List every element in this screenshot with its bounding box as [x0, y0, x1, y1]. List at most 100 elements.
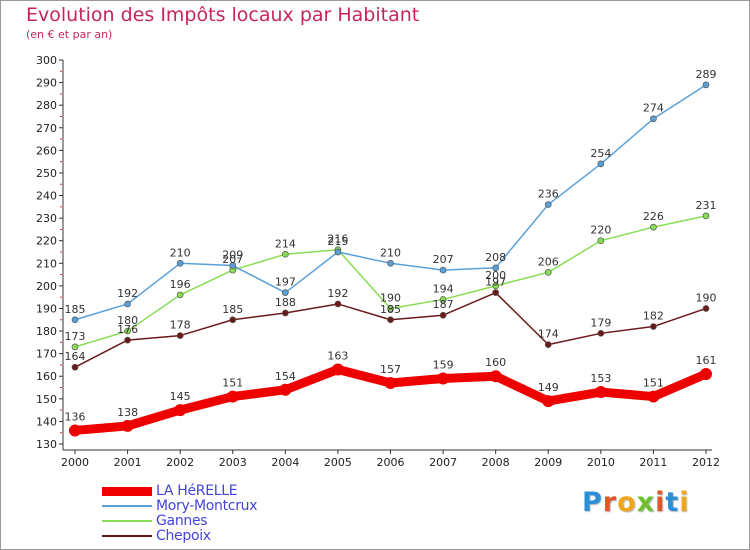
- data-label: 182: [643, 310, 664, 323]
- data-point: [437, 372, 450, 385]
- data-point: [71, 316, 79, 324]
- data-label: 289: [696, 68, 717, 81]
- y-tick-label: 170: [36, 348, 57, 361]
- y-tick-label: 140: [36, 415, 57, 428]
- data-point: [492, 289, 500, 297]
- x-tick-label: 2006: [377, 456, 405, 469]
- data-point: [647, 390, 660, 403]
- data-label: 176: [117, 323, 138, 336]
- x-tick-label: 2009: [534, 456, 562, 469]
- data-point: [439, 311, 447, 319]
- legend-swatch: [102, 486, 152, 496]
- y-tick-label: 240: [36, 190, 57, 203]
- data-point: [176, 259, 184, 267]
- data-point: [229, 262, 237, 269]
- data-point: [226, 390, 239, 403]
- data-label: 164: [65, 350, 86, 363]
- data-label: 149: [538, 381, 559, 394]
- data-label: 215: [327, 235, 348, 248]
- data-point: [384, 377, 397, 390]
- data-label: 192: [117, 287, 138, 300]
- data-label: 236: [538, 188, 559, 201]
- data-point: [702, 212, 710, 220]
- data-point: [597, 160, 605, 168]
- data-point: [597, 237, 605, 245]
- data-label: 220: [590, 224, 611, 237]
- data-label: 200: [485, 269, 506, 282]
- series-layer: [69, 81, 712, 437]
- data-point: [124, 327, 131, 335]
- data-label: 180: [117, 314, 138, 327]
- data-point: [387, 259, 394, 267]
- legend-label: Chepoix: [156, 528, 211, 544]
- data-point: [650, 115, 657, 123]
- y-tick-label: 190: [36, 302, 57, 315]
- data-label: 179: [590, 316, 611, 329]
- data-label: 185: [380, 303, 401, 316]
- data-label: 254: [590, 147, 611, 160]
- data-label: 209: [222, 249, 243, 262]
- x-tick-label: 2001: [114, 456, 142, 469]
- x-tick-label: 2007: [429, 456, 457, 469]
- data-point: [542, 395, 555, 408]
- y-tick-label: 150: [36, 393, 57, 406]
- data-point: [544, 341, 552, 348]
- data-point: [387, 305, 394, 312]
- data-point: [489, 370, 502, 383]
- data-label: 194: [433, 282, 454, 295]
- data-label: 154: [275, 370, 296, 383]
- data-point: [331, 363, 344, 376]
- data-point: [597, 329, 605, 337]
- data-point: [439, 296, 447, 303]
- data-label: 151: [222, 377, 243, 390]
- data-label: 192: [327, 287, 348, 300]
- legend-label: Gannes: [156, 513, 208, 529]
- data-point: [279, 383, 292, 396]
- y-tick-label: 220: [36, 235, 57, 248]
- data-label: 163: [327, 349, 348, 362]
- legend-swatch: [102, 520, 152, 522]
- data-label: 214: [275, 237, 296, 250]
- data-point: [702, 81, 710, 89]
- data-label: 197: [275, 276, 296, 289]
- data-point: [281, 250, 289, 258]
- x-tick-label: 2005: [324, 456, 352, 469]
- data-point: [334, 300, 342, 308]
- data-point: [281, 309, 289, 317]
- data-label: 210: [380, 246, 401, 259]
- y-tick-label: 280: [36, 99, 57, 112]
- proxiti-logo: Proxiti: [582, 487, 690, 518]
- data-point: [124, 300, 131, 308]
- y-tick-label: 230: [36, 212, 57, 225]
- data-label: 190: [380, 291, 401, 304]
- data-label: 161: [696, 354, 717, 367]
- x-tick-label: 2011: [639, 456, 667, 469]
- legend-label: LA HéRELLE: [156, 483, 238, 499]
- data-point: [334, 248, 342, 256]
- data-label: 153: [590, 372, 611, 385]
- data-point: [439, 266, 447, 274]
- data-label: 231: [696, 199, 717, 212]
- data-label: 145: [170, 390, 191, 403]
- data-point: [387, 316, 394, 324]
- data-point: [492, 264, 500, 272]
- y-tick-label: 210: [36, 257, 57, 270]
- data-point: [544, 268, 552, 276]
- chart-title: Evolution des Impôts locaux par Habitant: [26, 4, 420, 26]
- y-tick-label: 290: [36, 77, 57, 90]
- data-label: 173: [65, 330, 86, 343]
- data-label: 138: [117, 406, 138, 419]
- data-label: 207: [433, 253, 454, 266]
- y-tick-label: 160: [36, 370, 57, 383]
- x-tick-label: 2000: [61, 456, 89, 469]
- x-tick-label: 2002: [166, 456, 194, 469]
- data-point: [229, 316, 237, 324]
- data-label: 136: [65, 410, 86, 423]
- data-point: [594, 386, 607, 399]
- x-tick-label: 2003: [219, 456, 247, 469]
- axes: 130 140 150 160 170 180 190 200 210 220 230 240 250 2…: [36, 54, 720, 469]
- data-label: 159: [433, 358, 454, 371]
- data-label: 206: [538, 255, 559, 268]
